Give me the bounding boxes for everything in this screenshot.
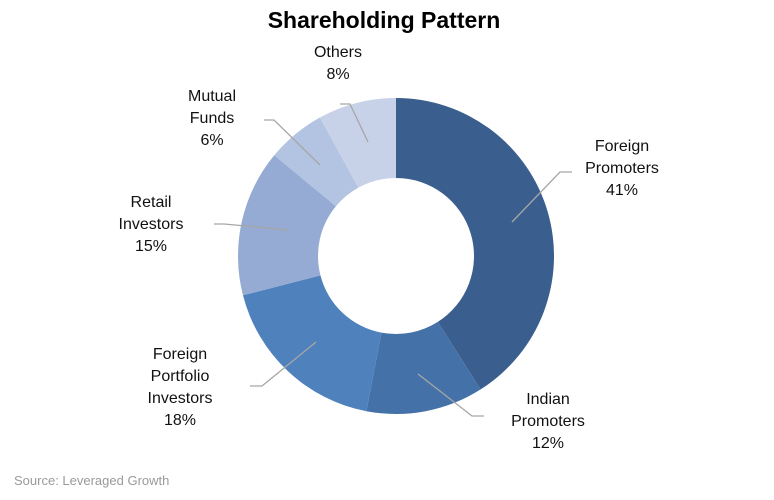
slice-foreign-promoters (396, 98, 554, 390)
slice-percent: 12% (532, 435, 564, 452)
leader-line-foreign-promoters (511, 171, 572, 223)
slice-label-foreign-portfolio-investors: Foreign Portfolio Investors 18% (148, 346, 213, 429)
slice-name-line: Indian (526, 391, 570, 408)
slice-name-line: Retail (131, 194, 172, 211)
slice-label-indian-promoters: Indian Promoters 12% (511, 391, 585, 452)
slice-name-line: Foreign (153, 346, 207, 363)
slice-label-mutual-funds: Mutual Funds 6% (188, 88, 236, 149)
slice-name-line: Mutual (188, 88, 236, 105)
slice-percent: 6% (200, 132, 223, 149)
slice-name-line: Investors (148, 390, 213, 407)
slice-foreign-portfolio-investors (242, 275, 382, 412)
leader-line-indian-promoters (417, 373, 484, 417)
leader-line-others (340, 103, 369, 143)
slice-name-line: Others (314, 44, 362, 61)
slice-retail-investors (238, 155, 336, 296)
slice-label-others: Others 8% (314, 44, 362, 83)
slice-name-line: Foreign (595, 138, 649, 155)
leader-line-foreign-portfolio-investors (250, 341, 317, 387)
slice-name-line: Promoters (511, 413, 585, 430)
slice-others (319, 98, 396, 188)
chart-title: Shareholding Pattern (268, 7, 501, 33)
leader-line-mutual-funds (264, 119, 321, 166)
chart-source: Source: Leveraged Growth (14, 473, 169, 488)
slice-percent: 18% (164, 412, 196, 429)
slice-name-line: Funds (190, 110, 234, 127)
slice-name-line: Investors (119, 216, 184, 233)
slice-labels: Foreign Promoters 41% Indian Promoters 12% For… (119, 44, 659, 452)
leader-lines (214, 103, 572, 417)
slice-label-retail-investors: Retail Investors 15% (119, 194, 184, 255)
slice-indian-promoters (366, 321, 481, 414)
slice-name-line: Portfolio (151, 368, 210, 385)
slice-percent: 8% (326, 66, 349, 83)
slice-label-foreign-promoters: Foreign Promoters 41% (585, 138, 659, 199)
slice-percent: 15% (135, 238, 167, 255)
donut-slices (238, 98, 554, 414)
slice-name-line: Promoters (585, 160, 659, 177)
leader-line-retail-investors (214, 223, 289, 231)
slice-percent: 41% (606, 182, 638, 199)
